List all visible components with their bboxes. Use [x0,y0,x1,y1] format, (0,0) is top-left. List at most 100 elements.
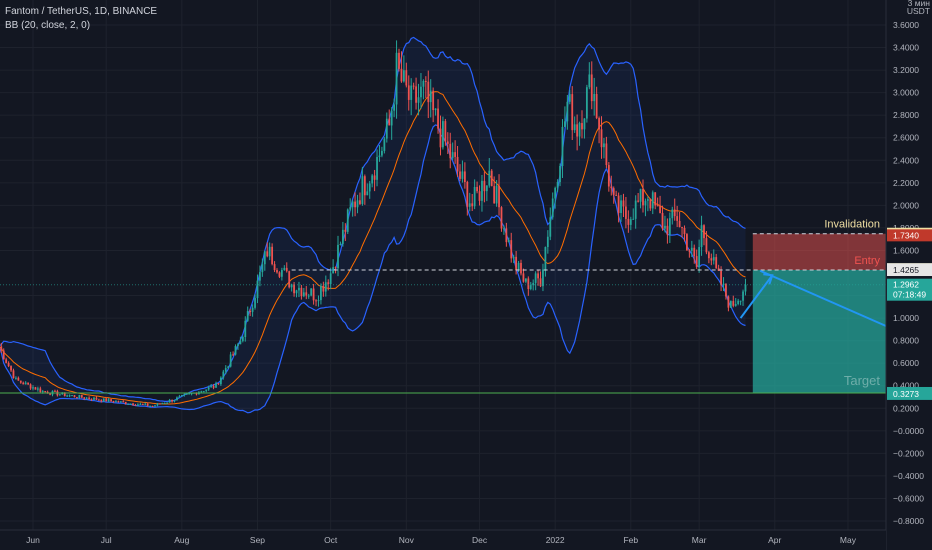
x-tick-label: Oct [324,535,338,545]
bb-upper-band [0,36,746,402]
candle-body [36,388,39,390]
y-tick-label: −0.4000 [893,471,924,481]
candle-body [2,350,5,360]
candle-body [732,301,735,306]
y-tick-label: 0.8000 [893,336,919,346]
candle-body [459,171,461,179]
candle-body [668,218,671,235]
candle-body [581,123,583,130]
candle-body [585,87,588,119]
candle-body [707,252,710,259]
candle-body [415,86,417,103]
candle-body [451,152,454,159]
candle-body [241,337,244,341]
candle-body [251,307,254,312]
y-tick-label: 2.6000 [893,133,919,143]
candle-body [517,262,520,271]
candle-body [410,85,413,100]
candle-body [49,393,51,395]
candle-body [490,170,493,187]
candle-body [400,68,403,82]
candle-body [725,283,727,297]
candle-body [222,371,225,378]
candle-body [141,403,144,405]
candle-body [676,216,679,221]
indicator-label[interactable]: BB (20, close, 2, 0) [5,20,91,31]
candle-body [271,246,274,265]
candle-body [666,225,669,235]
candle-body [329,273,332,284]
candle-body [500,207,503,229]
candle-body [495,185,498,204]
candle-body [376,157,378,180]
candle-body [654,192,657,206]
candle-body [493,186,496,204]
candle-body [468,203,471,207]
candle-body [110,399,112,402]
candle-body [44,391,47,393]
candle-body [644,200,647,206]
candle-body [178,396,181,398]
candle-body [510,240,513,259]
candle-body [73,395,76,398]
candle-body [554,187,557,199]
candle-body [593,93,596,102]
candle-body [405,70,408,86]
x-tick-label: Jul [101,535,112,545]
candle-body [639,188,642,202]
candle-body [417,97,420,103]
candle-body [534,273,537,283]
candle-body [544,247,547,270]
candle-body [97,399,100,401]
candle-body [351,201,354,208]
candle-body [710,258,713,261]
candle-body [149,405,152,407]
candle-body [34,387,37,390]
candle-body [632,218,635,220]
candle-body [232,354,234,356]
symbol-title[interactable]: Fantom / TetherUS, 1D, BINANCE [5,6,158,17]
candle-body [261,264,264,273]
candle-body [388,118,391,126]
candle-body [22,382,25,385]
candle-body [498,185,500,208]
target-label: Target [844,373,881,388]
candle-body [432,90,435,111]
candle-body [688,250,691,252]
candle-body [622,200,625,207]
y-tick-label: −0.0000 [893,426,924,436]
candle-body [381,150,383,156]
candle-body [173,400,176,402]
candle-body [280,270,283,277]
y-tick-label: 2.0000 [893,200,919,210]
candle-body [656,205,659,207]
candle-body [664,225,666,229]
candle-body [651,192,654,209]
candle-body [151,405,154,407]
candle-body [520,262,522,274]
candle-body [463,171,466,183]
candle-body [344,229,347,232]
candle-body [424,80,427,82]
candle-body [288,271,291,288]
y-tick-label: −0.6000 [893,493,924,503]
candle-body [195,392,198,395]
candle-body [185,393,188,395]
candle-body [278,272,281,277]
candle-body [239,340,242,345]
x-tick-label: Sep [250,535,265,545]
x-tick-label: May [840,535,857,545]
candle-body [112,401,115,403]
candle-body [437,108,439,129]
candle-body [512,256,515,259]
candle-body [254,298,256,308]
candle-body [176,397,178,401]
candle-body [529,285,532,290]
candle-body [266,251,269,257]
candle-body [546,236,549,248]
candle-body [207,387,210,390]
y-tick-label: −0.2000 [893,448,924,458]
y-tick-label: 2.4000 [893,155,919,165]
